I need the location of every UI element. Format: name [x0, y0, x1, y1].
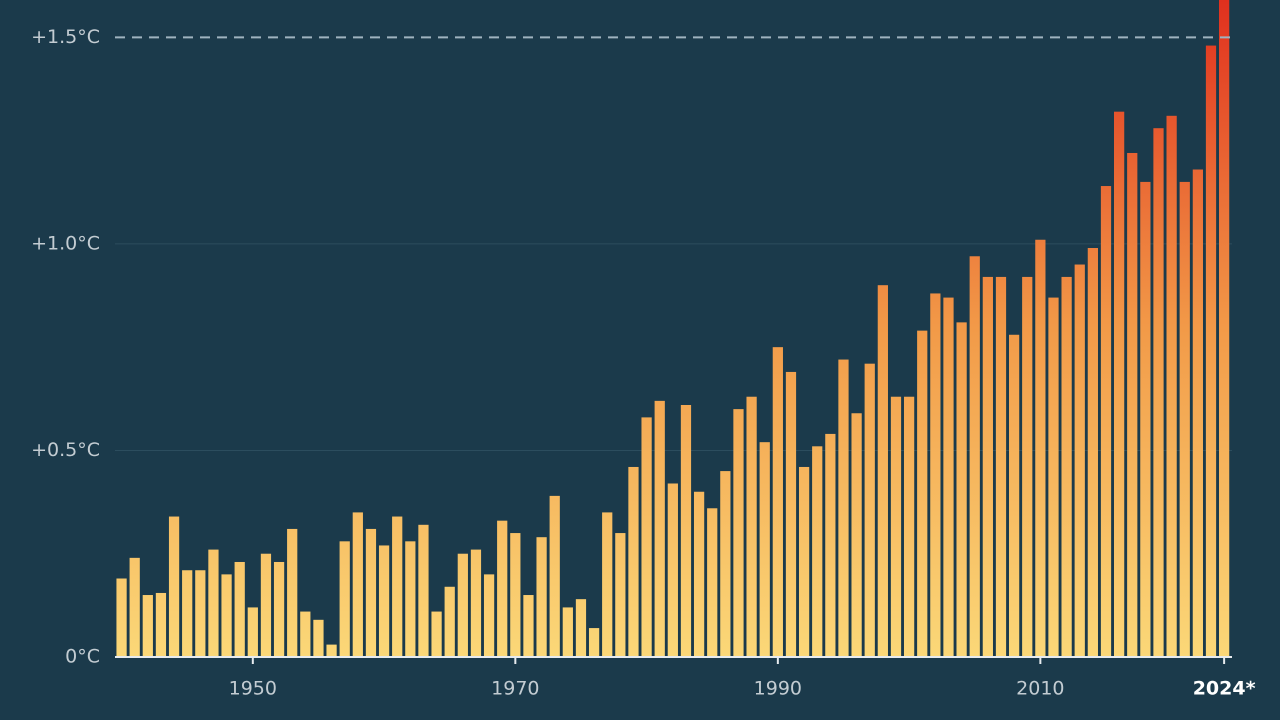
bar: [287, 528, 298, 657]
bar: [995, 276, 1007, 657]
bar: [733, 409, 744, 657]
bar: [129, 557, 140, 657]
bar: [812, 446, 823, 657]
bar: [575, 599, 587, 657]
bar: [142, 595, 153, 657]
bar: [562, 607, 573, 657]
bar: [851, 413, 862, 657]
bar: [1087, 248, 1098, 657]
x-tick-label: 2024*: [1193, 678, 1256, 700]
bar: [877, 285, 888, 657]
bar: [182, 570, 193, 657]
bar: [155, 592, 167, 657]
bar: [798, 466, 810, 657]
bar: [864, 363, 875, 657]
x-tick-label: 1990: [754, 678, 802, 700]
bar: [615, 533, 626, 657]
y-tick-label: +0.5°C: [31, 439, 100, 461]
bar: [195, 570, 206, 657]
bar: [1008, 334, 1020, 657]
bar: [457, 553, 468, 657]
y-tick-label: +1.0°C: [31, 232, 100, 254]
bar: [943, 297, 954, 657]
x-tick-label: 1950: [229, 678, 277, 700]
bars: [116, 0, 1230, 658]
bar: [1022, 276, 1033, 657]
bar: [1048, 297, 1059, 657]
bar: [1166, 115, 1177, 657]
bar: [903, 396, 915, 657]
bar: [405, 541, 416, 657]
bar: [667, 483, 678, 657]
bar: [208, 549, 219, 657]
bar: [339, 541, 350, 657]
y-tick-label: +1.5°C: [31, 26, 100, 48]
bar: [1061, 276, 1072, 657]
bar: [720, 471, 731, 657]
bar: [510, 533, 521, 657]
bar: [628, 466, 639, 657]
bar: [1113, 111, 1125, 658]
bar: [772, 347, 783, 657]
bar: [930, 293, 941, 657]
y-tick-label: 0°C: [65, 646, 100, 668]
bar: [785, 371, 797, 657]
bar: [483, 574, 495, 657]
bar: [1140, 181, 1151, 657]
bar: [1074, 264, 1085, 657]
x-tick-label: 1970: [491, 678, 539, 700]
bar: [956, 322, 967, 657]
bar: [654, 400, 665, 657]
bar: [838, 359, 849, 657]
bar: [260, 553, 272, 657]
bar: [392, 516, 403, 657]
bar: [746, 396, 757, 657]
bar: [1192, 169, 1203, 657]
bar: [825, 433, 836, 657]
bar: [418, 524, 429, 657]
bar: [168, 516, 180, 657]
bar: [378, 545, 390, 657]
bar: [313, 619, 324, 657]
bar: [680, 404, 692, 657]
bar: [693, 491, 705, 657]
bar: [365, 528, 377, 657]
bar: [221, 574, 232, 657]
bar: [300, 611, 311, 657]
bar: [326, 644, 337, 657]
bar: [917, 330, 928, 657]
bar: [497, 520, 508, 657]
bar: [523, 595, 534, 657]
bar: [1127, 152, 1138, 658]
bar: [444, 586, 455, 657]
bar: [759, 442, 770, 657]
bar: [890, 396, 902, 657]
bar: [470, 549, 482, 657]
bar: [588, 628, 600, 657]
bar: [116, 578, 127, 657]
bar: [1179, 181, 1190, 657]
bar: [536, 537, 547, 657]
bar: [602, 512, 613, 657]
x-tick-label: 2010: [1016, 678, 1064, 700]
bar: [273, 561, 285, 657]
bar: [1100, 186, 1112, 657]
bar: [247, 607, 258, 657]
bar: [1219, 0, 1230, 657]
bar: [1153, 128, 1164, 657]
bar: [234, 561, 245, 657]
bar: [707, 508, 718, 657]
bar: [982, 276, 993, 657]
bar: [1205, 45, 1217, 657]
bar: [641, 417, 652, 657]
bar: [431, 611, 442, 657]
bar: [969, 256, 980, 657]
bar: [352, 512, 363, 657]
bar: [549, 495, 560, 657]
bar: [1035, 239, 1046, 657]
